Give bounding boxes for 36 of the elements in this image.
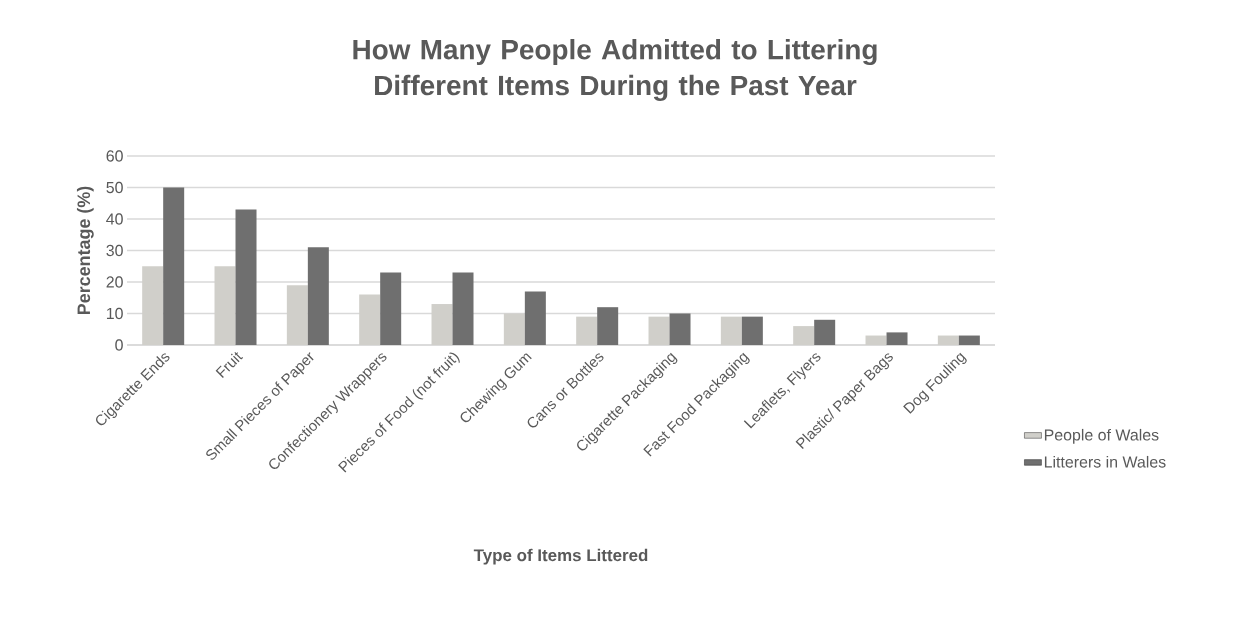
bar (359, 294, 381, 345)
bar (865, 335, 887, 345)
y-tick-label: 10 (106, 307, 123, 320)
bar (669, 313, 691, 345)
bar (793, 326, 815, 345)
x-axis-title: Type of Items Littered (473, 548, 648, 565)
bar (937, 335, 959, 345)
bar (142, 266, 164, 345)
bar (214, 266, 236, 345)
bar (235, 209, 257, 345)
bar (597, 307, 619, 345)
y-tick-label: 60 (106, 150, 123, 162)
bar (380, 272, 402, 345)
y-tick-label: 40 (106, 213, 123, 225)
bar (958, 335, 980, 345)
chart-title: How Many People Admitted to Littering Different Items During the Past Year (353, 39, 877, 101)
legend-label: People of Wales (1044, 428, 1159, 444)
bar (452, 272, 474, 345)
y-axis-title: Percentage (%) (76, 186, 94, 315)
bar (524, 291, 546, 345)
bar (814, 319, 836, 345)
y-tick-label: 50 (106, 181, 123, 194)
legend-label: Litterers in Wales (1044, 455, 1166, 468)
bar (576, 316, 598, 345)
bar (741, 316, 763, 345)
bar (648, 316, 670, 345)
bar (503, 313, 525, 345)
bar (163, 187, 185, 345)
bar (286, 285, 308, 345)
bar (307, 247, 329, 345)
y-tick-label: 20 (106, 276, 123, 288)
bar (720, 316, 742, 345)
y-tick-label: 0 (115, 339, 123, 351)
y-tick-label: 30 (106, 244, 123, 257)
bar (431, 304, 453, 345)
bar (886, 332, 908, 345)
